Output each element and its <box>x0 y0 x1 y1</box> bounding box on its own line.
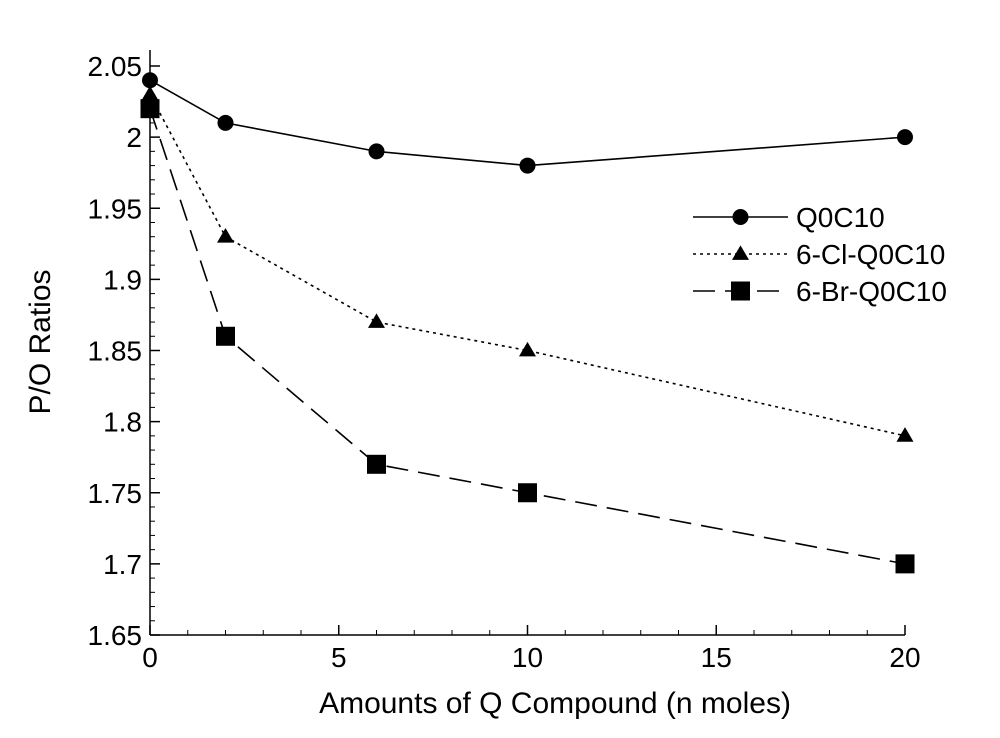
series-layer <box>140 72 915 574</box>
x-tick-label: 15 <box>701 642 732 673</box>
y-tick-label: 1.7 <box>103 549 142 580</box>
x-axis-ticks: 0 5 10 15 20 <box>142 625 921 673</box>
legend-marker <box>731 281 750 301</box>
legend-entry: 6-Br-Q0C10 <box>693 276 947 307</box>
legend-entry: Q0C10 <box>693 202 885 233</box>
data-point <box>895 554 915 574</box>
y-axis-title: P/O Ratios <box>24 269 57 414</box>
x-axis-title: Amounts of Q Compound (n moles) <box>319 687 791 720</box>
series-6-Cl-Q0C10 <box>141 85 914 442</box>
data-point <box>897 129 913 146</box>
x-tick-label: 10 <box>512 642 543 673</box>
legend-label: Q0C10 <box>796 202 885 233</box>
data-point <box>141 85 159 101</box>
x-tick-label: 0 <box>142 642 158 673</box>
y-tick-label: 1.65 <box>88 620 143 651</box>
series-line <box>149 79 906 167</box>
data-point <box>519 341 536 357</box>
data-point <box>368 143 385 160</box>
data-point <box>367 454 386 474</box>
legend: Q0C10 6-Cl-Q0C10 6-Br-Q0C10 <box>693 202 947 307</box>
x-tick-label: 20 <box>889 642 920 673</box>
series-6-Br-Q0C10 <box>140 99 915 574</box>
data-point <box>896 427 914 442</box>
legend-marker <box>732 245 749 260</box>
data-point <box>216 326 235 346</box>
x-tick-label: 5 <box>331 642 347 673</box>
y-tick-label: 2.05 <box>88 51 143 82</box>
legend-label: 6-Cl-Q0C10 <box>796 239 945 270</box>
data-point <box>519 157 536 174</box>
legend-entry: 6-Cl-Q0C10 <box>693 239 945 270</box>
data-point <box>217 228 234 243</box>
data-point <box>140 99 160 119</box>
legend-label: 6-Br-Q0C10 <box>796 276 947 307</box>
y-tick-label: 1.75 <box>88 478 143 509</box>
series-line <box>149 94 906 437</box>
y-tick-label: 1.95 <box>88 193 143 224</box>
data-point <box>368 313 385 328</box>
y-axis-ticks: 1.65 1.7 1.75 1.8 1.85 1.9 1.95 2 2.05 <box>88 51 160 651</box>
legend-marker <box>732 209 749 225</box>
data-point <box>518 483 537 503</box>
y-tick-label: 1.9 <box>103 264 142 295</box>
y-tick-label: 1.85 <box>88 336 143 367</box>
y-tick-label: 1.8 <box>103 407 142 438</box>
y-tick-label: 2 <box>126 122 142 153</box>
data-point <box>142 72 158 89</box>
series-Q0C10 <box>142 72 913 174</box>
data-point <box>217 114 234 131</box>
